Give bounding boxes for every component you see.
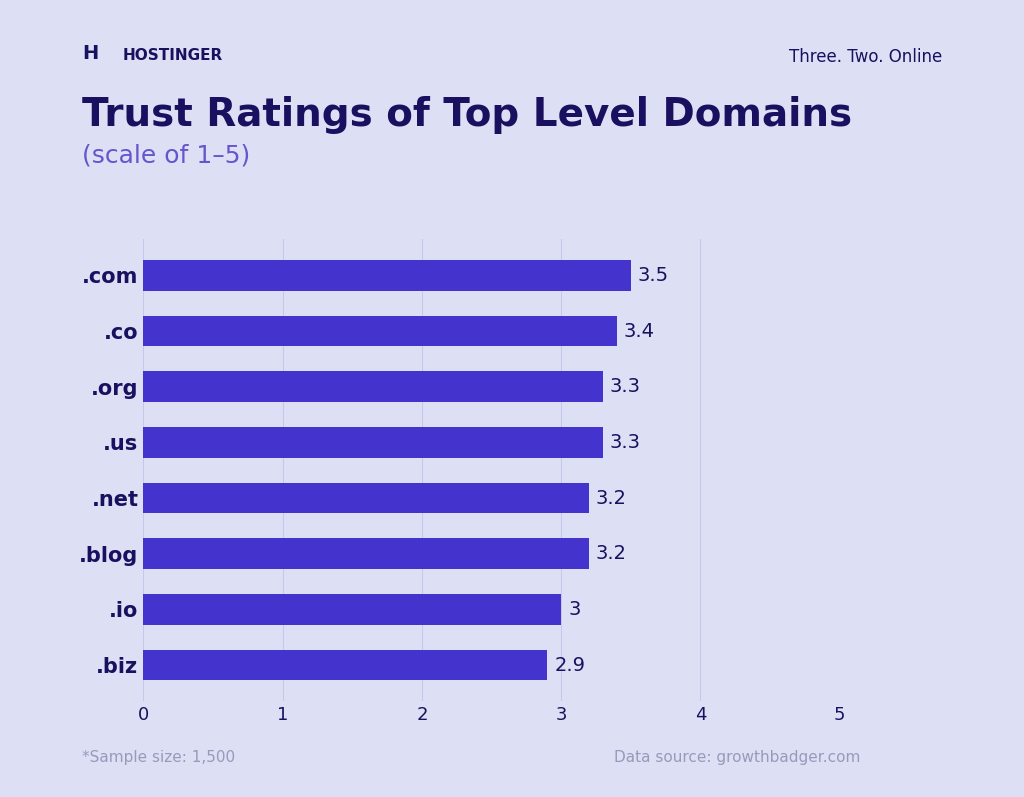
Bar — [143, 594, 561, 625]
Bar — [143, 427, 603, 457]
Bar — [143, 260, 631, 291]
Text: Three. Two. Online: Three. Two. Online — [788, 48, 942, 66]
Text: 3.2: 3.2 — [596, 489, 627, 508]
Text: H: H — [82, 44, 98, 63]
Text: Data source: growthbadger.com: Data source: growthbadger.com — [614, 750, 861, 765]
Text: 3: 3 — [568, 600, 581, 619]
Text: (scale of 1–5): (scale of 1–5) — [82, 143, 250, 167]
Text: *Sample size: 1,500: *Sample size: 1,500 — [82, 750, 236, 765]
Text: 3.3: 3.3 — [610, 433, 641, 452]
Text: 3.5: 3.5 — [638, 266, 669, 285]
Text: 3.3: 3.3 — [610, 377, 641, 396]
Text: 3.2: 3.2 — [596, 544, 627, 563]
Text: HOSTINGER: HOSTINGER — [123, 48, 223, 63]
Text: Trust Ratings of Top Level Domains: Trust Ratings of Top Level Domains — [82, 96, 852, 134]
Bar — [143, 316, 616, 347]
Text: 3.4: 3.4 — [624, 321, 654, 340]
Text: 2.9: 2.9 — [554, 656, 585, 674]
Bar — [143, 650, 547, 681]
Bar — [143, 371, 603, 402]
Bar — [143, 539, 589, 569]
Bar — [143, 483, 589, 513]
